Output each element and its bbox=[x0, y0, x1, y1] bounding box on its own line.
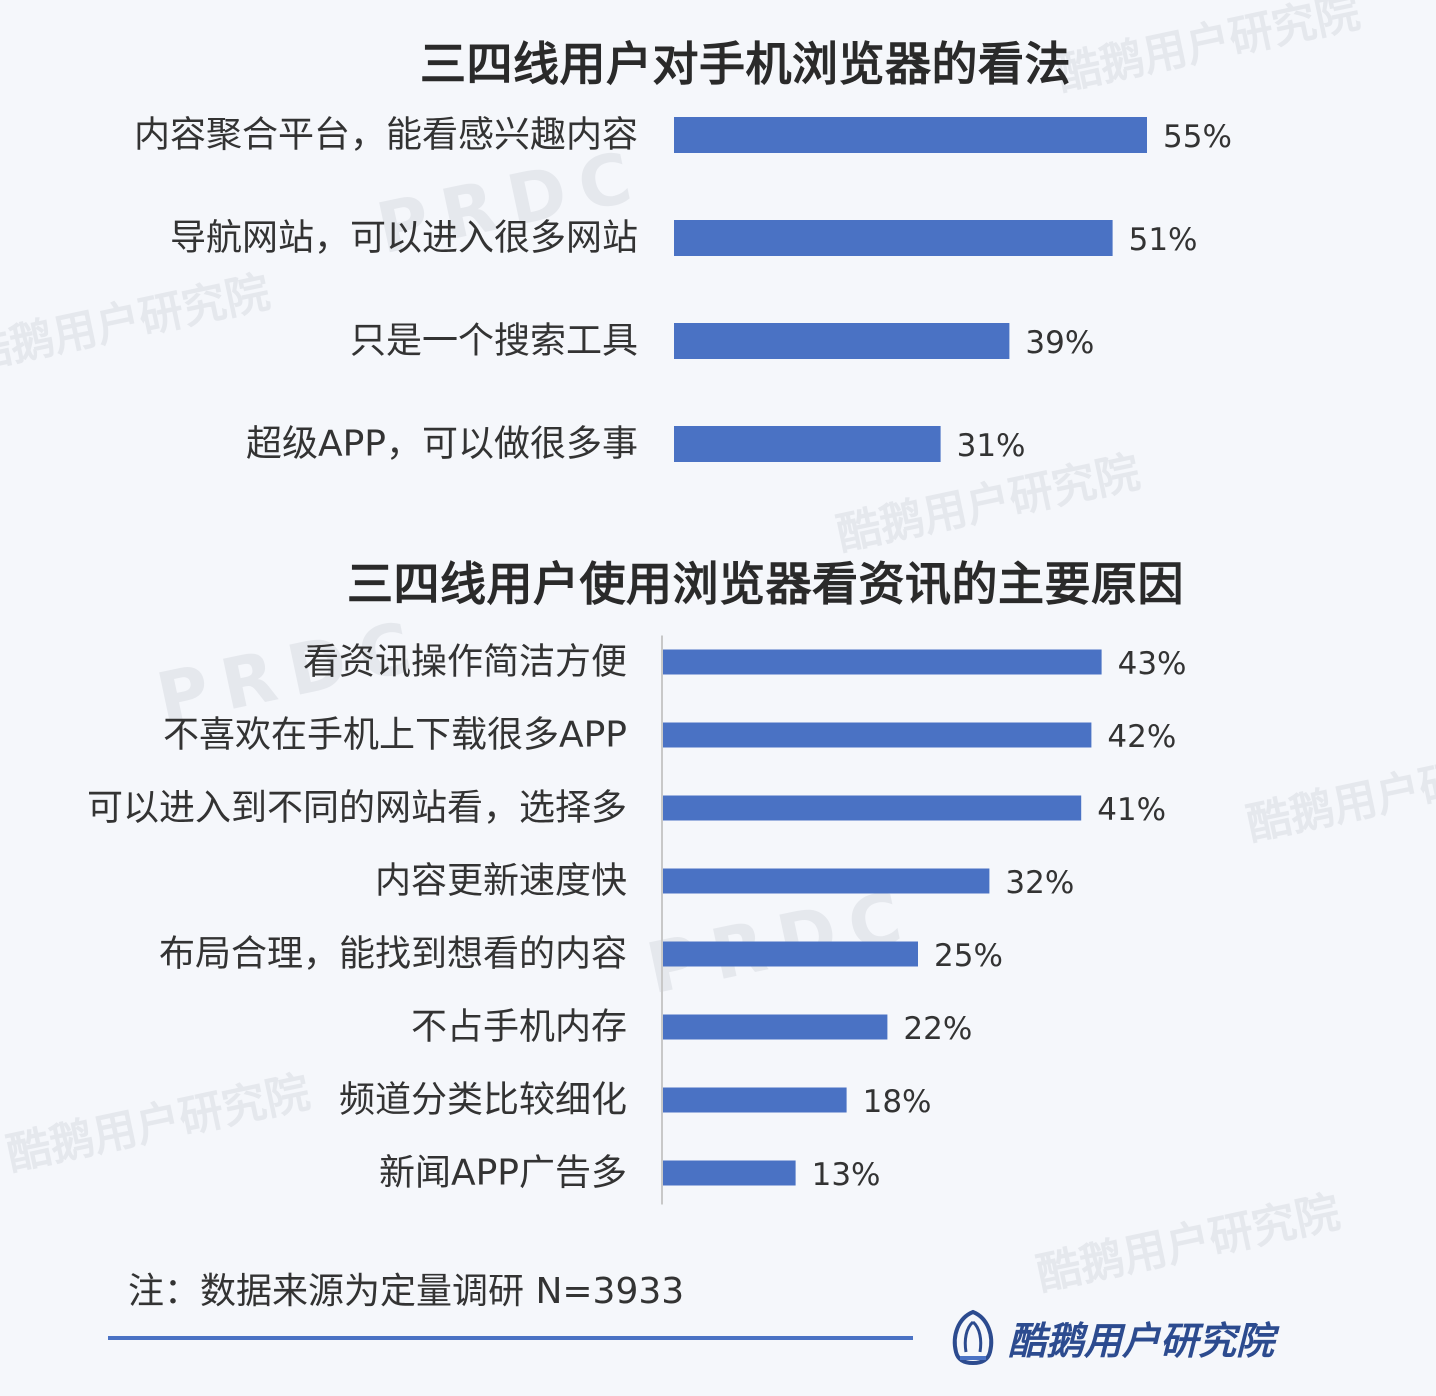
category-label: 不占手机内存 bbox=[411, 1007, 627, 1048]
bar bbox=[663, 649, 1102, 675]
bar bbox=[663, 795, 1082, 821]
chart-2-plot: 看资讯操作简洁方便 43% 不喜欢在手机上下载很多APP 42% 可以进入到不同的网站看… bbox=[87, 635, 1187, 1205]
bar bbox=[663, 1160, 796, 1186]
data-label: 55% bbox=[1163, 119, 1232, 155]
brand-logo: 酷鹅用户研究院 bbox=[946, 1308, 1274, 1366]
brand-name: 酷鹅用户研究院 bbox=[1008, 1318, 1275, 1363]
data-label: 32% bbox=[1005, 865, 1074, 901]
data-label: 25% bbox=[934, 938, 1003, 974]
penguin-logo-icon bbox=[952, 1309, 994, 1366]
bar bbox=[674, 220, 1113, 256]
bar bbox=[674, 426, 941, 462]
data-label: 39% bbox=[1025, 325, 1094, 361]
source-note: 注：数据来源为定量调研 N=3933 bbox=[128, 1271, 685, 1312]
data-label: 18% bbox=[863, 1084, 932, 1120]
category-label: 可以进入到不同的网站看，选择多 bbox=[87, 788, 627, 829]
category-label: 不喜欢在手机上下载很多APP bbox=[163, 715, 627, 756]
bar bbox=[663, 868, 990, 894]
bar bbox=[674, 117, 1147, 153]
bar bbox=[663, 941, 918, 967]
category-label: 频道分类比较细化 bbox=[339, 1080, 627, 1121]
data-label: 22% bbox=[903, 1011, 972, 1047]
chart1-title: 三四线用户对手机浏览器的看法 bbox=[420, 37, 1071, 91]
chart-1-plot: 内容聚合平台，能看感兴趣内容 55% 导航网站，可以进入很多网站 51% 只是一个搜索工… bbox=[134, 115, 1232, 465]
category-label: 超级APP，可以做很多事 bbox=[246, 424, 638, 465]
data-label: 31% bbox=[957, 428, 1026, 464]
category-label: 只是一个搜索工具 bbox=[350, 321, 638, 362]
data-label: 13% bbox=[812, 1157, 881, 1193]
category-label: 导航网站，可以进入很多网站 bbox=[170, 218, 638, 259]
data-label: 51% bbox=[1129, 222, 1198, 258]
data-label: 42% bbox=[1107, 719, 1176, 755]
category-label: 新闻APP广告多 bbox=[379, 1153, 627, 1194]
category-label: 内容聚合平台，能看感兴趣内容 bbox=[134, 115, 638, 156]
footer-divider bbox=[108, 1336, 913, 1340]
category-label: 内容更新速度快 bbox=[375, 861, 627, 902]
data-label: 41% bbox=[1097, 792, 1166, 828]
chart2-title: 三四线用户使用浏览器看资讯的主要原因 bbox=[347, 557, 1184, 611]
bar bbox=[663, 1014, 888, 1040]
bar bbox=[663, 1087, 847, 1113]
data-label: 43% bbox=[1118, 646, 1187, 682]
bar bbox=[663, 722, 1092, 748]
category-label: 布局合理，能找到想看的内容 bbox=[159, 934, 627, 975]
bar bbox=[674, 323, 1010, 359]
category-label: 看资讯操作简洁方便 bbox=[303, 642, 627, 683]
